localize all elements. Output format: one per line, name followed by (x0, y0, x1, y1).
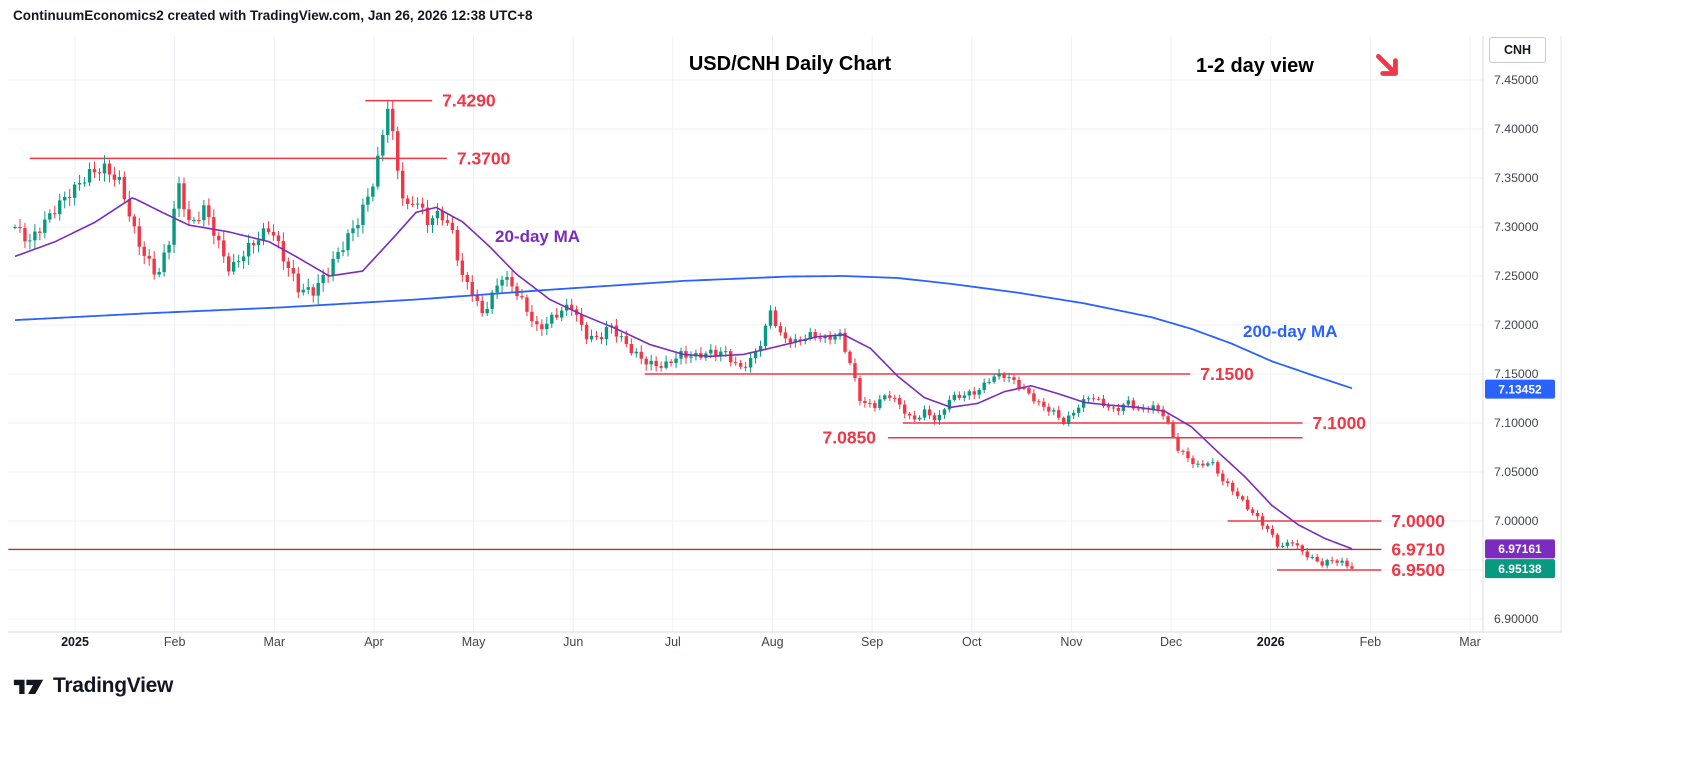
ma200-line-label: 200-day MA (1243, 322, 1338, 341)
level-label-6.9710: 6.9710 (1391, 539, 1445, 559)
ma20-line (14, 197, 1353, 550)
tradingview-branding[interactable]: TradingView (13, 672, 173, 700)
time-axis-label: Aug (761, 635, 783, 649)
price-chart[interactable]: 7.4290 7.3700 7.1500 7.1000 7.0850 7.0000 6.97… (8, 36, 1562, 655)
price-tick-label: 7.25000 (1494, 269, 1539, 283)
price-badge-label: 6.95138 (1498, 562, 1542, 576)
ma200-line (14, 275, 1353, 390)
attribution-text: ContinuumEconomics2 created with Trading… (13, 8, 533, 23)
time-axis-label: Oct (962, 635, 982, 649)
price-tick-label: 7.05000 (1494, 465, 1539, 479)
chart-title: USD/CNH Daily Chart (688, 53, 892, 75)
level-labels: 7.4290 7.3700 7.1500 7.1000 7.0850 7.0000 6.97… (442, 91, 1445, 580)
time-axis-label: Feb (1360, 635, 1382, 649)
time-axis-label: May (462, 635, 486, 649)
level-label-7.1000: 7.1000 (1313, 413, 1367, 433)
time-axis-label: 2025 (61, 635, 89, 649)
price-tick-label: 7.20000 (1494, 318, 1539, 332)
price-badge-label: 7.13452 (1498, 382, 1542, 396)
ma20-line-label: 20-day MA (495, 227, 581, 246)
view-note: 1-2 day view (1196, 55, 1314, 77)
price-tick-label: 7.15000 (1494, 367, 1539, 381)
price-badge (1485, 559, 1555, 579)
time-axis-label: Jul (665, 635, 681, 649)
level-label-7.0850: 7.0850 (823, 428, 877, 448)
time-axis-label: Jun (563, 635, 583, 649)
time-axis-label: Apr (364, 635, 383, 649)
grid (8, 36, 1483, 632)
time-axis-label: Nov (1060, 635, 1083, 649)
level-label-6.9500: 6.9500 (1391, 560, 1445, 580)
price-tick-label: 7.10000 (1494, 416, 1539, 430)
level-label-7.1500: 7.1500 (1200, 364, 1254, 384)
level-lines (8, 99, 1382, 571)
time-axis[interactable]: 2025 Feb Mar Apr May Jun Jul Aug Sep Oct Nov Dec 202… (61, 635, 1481, 649)
time-axis-label: Sep (861, 635, 883, 649)
time-axis-label: 2026 (1257, 635, 1285, 649)
price-tick-label: 7.35000 (1494, 171, 1539, 185)
symbol-button[interactable]: CNH (1489, 37, 1546, 63)
tradingview-logo-icon (13, 672, 45, 700)
level-label-7.3700: 7.3700 (457, 148, 511, 168)
price-badge (1485, 539, 1555, 559)
price-tick-label: 6.90000 (1494, 612, 1539, 626)
time-axis-label: Feb (164, 635, 186, 649)
level-label-7.4290: 7.4290 (442, 91, 496, 111)
price-tick-label: 7.30000 (1494, 220, 1539, 234)
time-axis-label: Mar (1459, 635, 1481, 649)
price-tick-label: 7.00000 (1494, 514, 1539, 528)
level-label-7.0000: 7.0000 (1391, 511, 1445, 531)
price-badge-label: 6.97161 (1498, 542, 1542, 556)
down-right-arrow-icon (1372, 50, 1404, 82)
candles-layer (13, 101, 1354, 570)
price-badge (1485, 379, 1555, 399)
price-axis[interactable]: 7.45000 7.40000 7.35000 7.30000 7.25000 7.200… (1485, 73, 1555, 626)
price-tick-label: 7.40000 (1494, 122, 1539, 136)
time-axis-label: Dec (1160, 635, 1182, 649)
tradingview-logo-text: TradingView (53, 674, 174, 697)
time-axis-label: Mar (264, 635, 286, 649)
price-tick-label: 7.45000 (1494, 73, 1539, 87)
